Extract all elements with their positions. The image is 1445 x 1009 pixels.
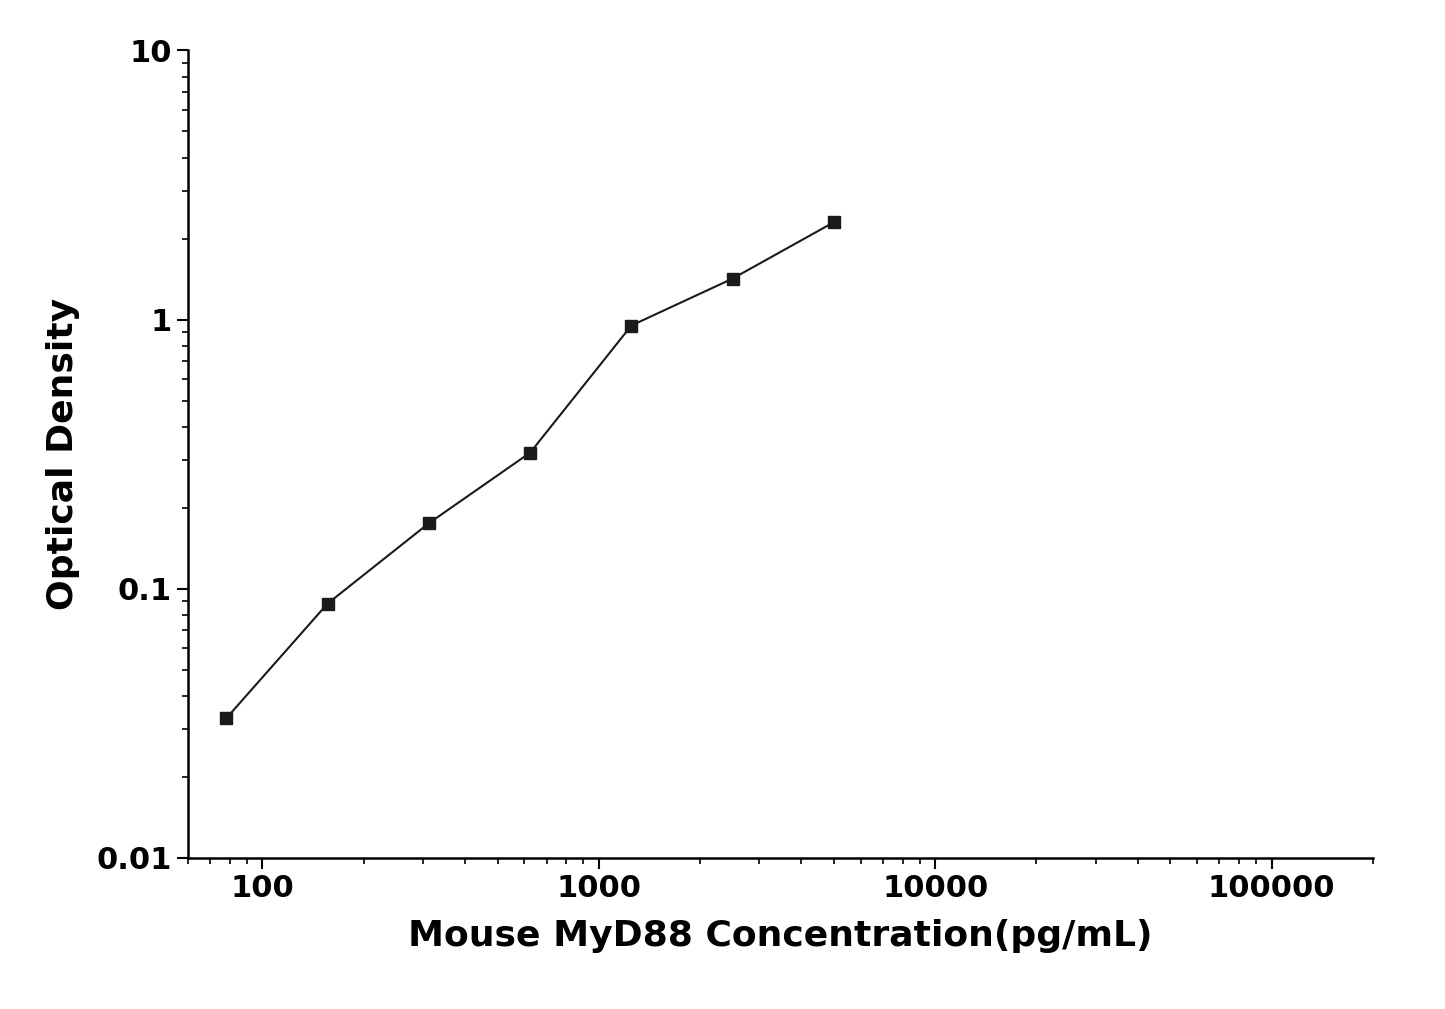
Y-axis label: Optical Density: Optical Density: [46, 298, 79, 610]
X-axis label: Mouse MyD88 Concentration(pg/mL): Mouse MyD88 Concentration(pg/mL): [407, 919, 1153, 954]
